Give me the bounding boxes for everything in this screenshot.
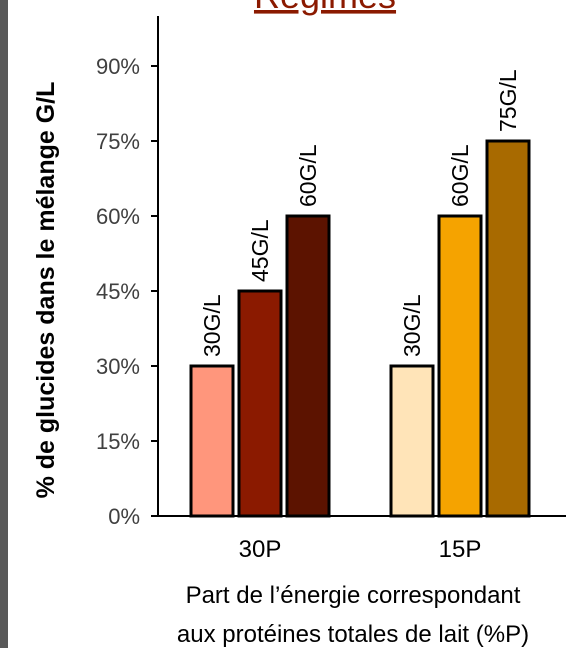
left-border <box>0 0 8 648</box>
y-tick-label: 75% <box>96 129 140 154</box>
bar <box>189 364 235 518</box>
x-axis-title-line-2: aux protéines totales de lait (%P) <box>177 621 529 648</box>
bar <box>285 214 331 518</box>
bar <box>237 289 283 518</box>
bar <box>437 214 483 518</box>
bar <box>389 364 435 518</box>
y-tick-label: 90% <box>96 54 140 79</box>
bar-data-label: 75G/L <box>495 69 521 132</box>
chart-marks: 0% 15% 30% 45% 60% 75% 90% 30G/L 45G/L 60G/L 30P 30… <box>96 16 566 563</box>
y-tick-label: 60% <box>96 204 140 229</box>
bar-data-label: 60G/L <box>295 144 321 207</box>
x-axis-title-line-1: Part de l’énergie correspondant <box>186 582 521 609</box>
category-label: 30P <box>239 536 282 563</box>
bar-data-label: 45G/L <box>247 219 273 282</box>
y-tick-label: 15% <box>96 429 140 454</box>
bar <box>485 139 531 518</box>
y-tick-label: 45% <box>96 279 140 304</box>
chart-title: Régimes <box>254 0 396 16</box>
y-tick-label: 0% <box>108 504 140 529</box>
bar-data-label: 30G/L <box>199 294 225 357</box>
category-label: 15P <box>439 536 482 563</box>
y-axis-title: % de glucides dans le mélange G/L <box>32 82 60 499</box>
y-tick-label: 30% <box>96 354 140 379</box>
bar-data-label: 30G/L <box>399 294 425 357</box>
bar-data-label: 60G/L <box>447 144 473 207</box>
